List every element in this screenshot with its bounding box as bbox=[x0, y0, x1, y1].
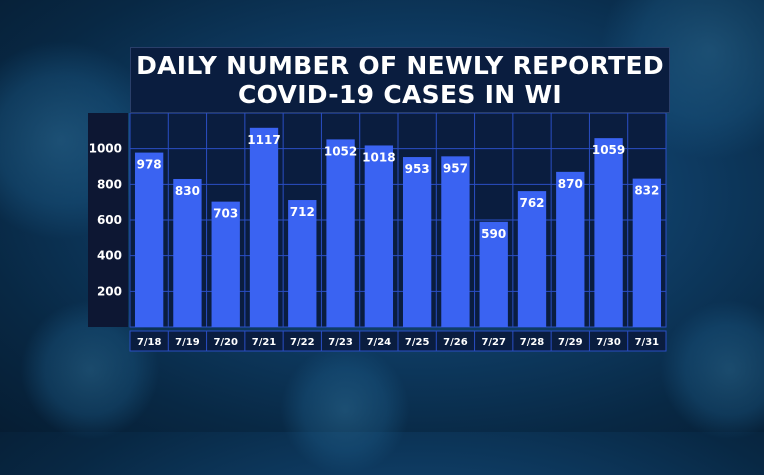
bar-value-label: 1018 bbox=[362, 150, 395, 164]
bar-value-label: 712 bbox=[290, 205, 315, 219]
bar bbox=[517, 191, 547, 327]
background-virus-decoration bbox=[660, 300, 764, 440]
chart-panel: 200 400 600 800 1000 978 830 703 1117 712 1052 1018… bbox=[88, 112, 668, 353]
bar-value-label: 953 bbox=[405, 162, 430, 176]
chart-title-line-2: COVID-19 CASES IN WI bbox=[238, 80, 562, 109]
x-tick-label: 7/25 bbox=[405, 337, 430, 348]
x-tick-label: 7/30 bbox=[596, 337, 621, 348]
bar-value-label: 1117 bbox=[247, 133, 280, 147]
bar bbox=[632, 178, 662, 327]
x-tick-label: 7/24 bbox=[367, 337, 392, 348]
chart-title-box: DAILY NUMBER OF NEWLY REPORTED COVID-19 … bbox=[130, 47, 670, 113]
y-tick-label: 800 bbox=[97, 177, 122, 191]
bar bbox=[211, 201, 240, 327]
x-tick-label: 7/28 bbox=[520, 337, 545, 348]
bar bbox=[594, 138, 623, 327]
x-tick-label: 7/22 bbox=[290, 337, 315, 348]
bar-value-label: 870 bbox=[558, 177, 583, 191]
bar-value-label: 957 bbox=[443, 161, 468, 175]
x-tick-label: 7/27 bbox=[481, 337, 506, 348]
background-virus-decoration bbox=[280, 345, 410, 475]
y-tick-label: 400 bbox=[97, 249, 122, 263]
y-tick-label: 1000 bbox=[89, 142, 122, 156]
bar-value-label: 762 bbox=[519, 196, 544, 210]
x-tick-label: 7/31 bbox=[635, 337, 660, 348]
bar bbox=[441, 156, 470, 327]
bar-value-label: 832 bbox=[634, 184, 659, 198]
bar bbox=[479, 221, 508, 327]
x-tick-label: 7/21 bbox=[252, 337, 277, 348]
x-tick-label: 7/26 bbox=[443, 337, 468, 348]
bar bbox=[288, 200, 317, 327]
bar-value-label: 1059 bbox=[592, 143, 625, 157]
bar bbox=[326, 139, 355, 327]
bar-value-label: 703 bbox=[213, 207, 238, 221]
x-tick-label: 7/23 bbox=[328, 337, 353, 348]
bar-value-label: 1052 bbox=[324, 144, 357, 158]
bar bbox=[249, 127, 279, 327]
y-tick-label: 600 bbox=[97, 213, 122, 227]
bar bbox=[134, 152, 164, 327]
y-tick-label: 200 bbox=[97, 284, 122, 298]
bar-value-label: 978 bbox=[137, 158, 162, 172]
x-tick-label: 7/20 bbox=[213, 337, 238, 348]
y-axis-panel bbox=[88, 113, 128, 327]
x-tick-label: 7/18 bbox=[137, 337, 162, 348]
chart-title-line-1: DAILY NUMBER OF NEWLY REPORTED bbox=[136, 51, 664, 80]
bar-value-label: 830 bbox=[175, 184, 200, 198]
bar bbox=[402, 157, 432, 327]
x-tick-label: 7/19 bbox=[175, 337, 200, 348]
bar bbox=[556, 171, 585, 327]
x-tick-label: 7/29 bbox=[558, 337, 583, 348]
bar-value-label: 590 bbox=[481, 227, 506, 241]
bar bbox=[173, 178, 202, 327]
bar bbox=[364, 145, 394, 327]
bar-chart: 200 400 600 800 1000 978 830 703 1117 712 1052 1018… bbox=[88, 112, 667, 352]
